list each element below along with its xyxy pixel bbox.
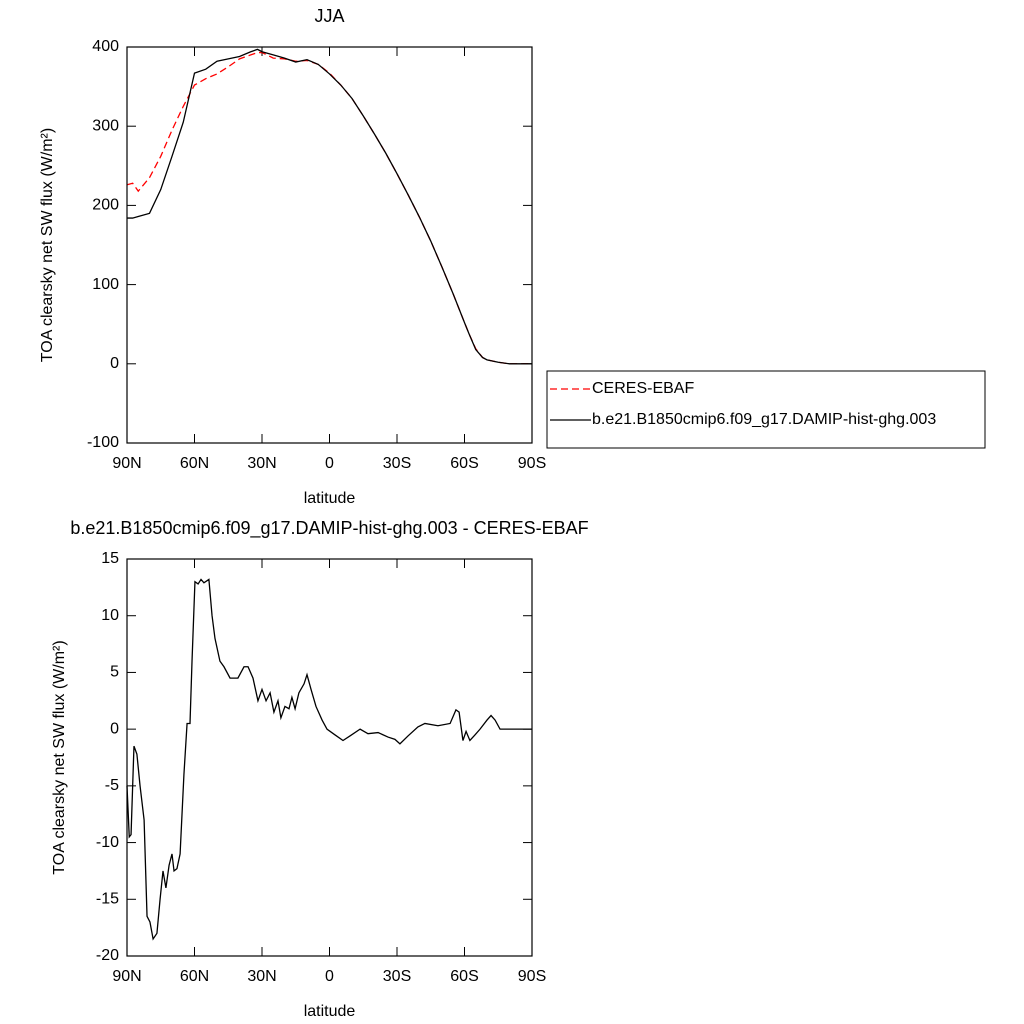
chart-title: JJA bbox=[314, 6, 344, 26]
x-tick-label: 90S bbox=[518, 455, 546, 472]
y-tick-label: 400 bbox=[92, 38, 119, 55]
data-line bbox=[126, 578, 532, 941]
x-tick-label: 90N bbox=[112, 968, 141, 985]
x-axis-label: latitude bbox=[304, 490, 356, 507]
legend-label: b.e21.B1850cmip6.f09_g17.DAMIP-hist-ghg.… bbox=[592, 411, 936, 428]
x-tick-label: 30S bbox=[383, 455, 411, 472]
x-tick-label: 30N bbox=[247, 455, 276, 472]
x-tick-label: 60N bbox=[180, 968, 209, 985]
data-line bbox=[126, 51, 532, 365]
y-tick-label: -5 bbox=[105, 777, 119, 794]
x-tick-label: 30N bbox=[247, 968, 276, 985]
y-tick-label: 5 bbox=[110, 664, 119, 681]
legend-box bbox=[546, 370, 986, 449]
y-tick-label: 300 bbox=[92, 117, 119, 134]
x-tick-label: 0 bbox=[325, 455, 334, 472]
x-tick-label: 90S bbox=[518, 968, 546, 985]
y-tick-label: 15 bbox=[101, 550, 119, 567]
y-tick-label: 100 bbox=[92, 276, 119, 293]
plot-frame bbox=[126, 558, 533, 957]
data-line bbox=[127, 48, 532, 365]
x-tick-label: 60S bbox=[450, 968, 478, 985]
x-axis-label: latitude bbox=[304, 1003, 356, 1020]
y-tick-label: -20 bbox=[96, 947, 119, 964]
y-axis-label: TOA clearsky net SW flux (W/m²) bbox=[51, 640, 68, 874]
plot-frame bbox=[126, 46, 533, 444]
x-tick-label: 60S bbox=[450, 455, 478, 472]
y-tick-label: 0 bbox=[110, 355, 119, 372]
chart-title: b.e21.B1850cmip6.f09_g17.DAMIP-hist-ghg.… bbox=[70, 518, 588, 539]
legend-label: CERES-EBAF bbox=[592, 380, 694, 397]
y-tick-label: 0 bbox=[110, 720, 119, 737]
x-tick-label: 30S bbox=[383, 968, 411, 985]
x-tick-label: 90N bbox=[112, 455, 141, 472]
y-tick-label: -100 bbox=[87, 434, 119, 451]
x-tick-label: 60N bbox=[180, 455, 209, 472]
y-tick-label: -10 bbox=[96, 834, 119, 851]
y-tick-label: 10 bbox=[101, 607, 119, 624]
y-tick-label: 200 bbox=[92, 197, 119, 214]
y-tick-label: -15 bbox=[96, 891, 119, 908]
y-axis-label: TOA clearsky net SW flux (W/m²) bbox=[39, 128, 56, 362]
x-tick-label: 0 bbox=[325, 968, 334, 985]
